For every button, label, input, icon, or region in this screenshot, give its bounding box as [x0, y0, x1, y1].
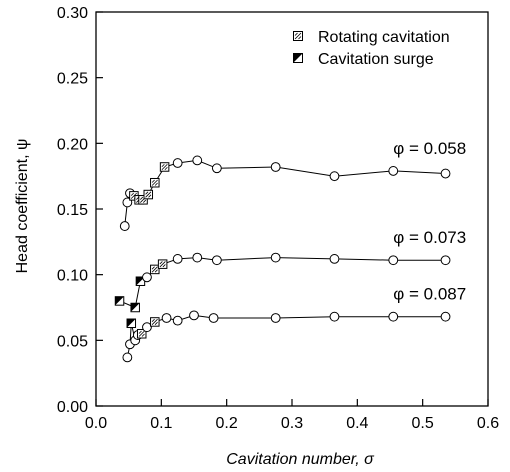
- data-point-circle: [119, 221, 130, 231]
- data-point-rotating-cavitation: [138, 195, 148, 205]
- data-point-circle: [142, 272, 152, 283]
- x-tick-label: 0.3: [281, 415, 303, 432]
- marker-fill: [127, 319, 136, 328]
- data-point-rotating-cavitation: [150, 317, 160, 327]
- series-annotation: φ = 0.058: [393, 139, 466, 158]
- series-1: [114, 252, 451, 313]
- data-point-circle: [192, 155, 203, 166]
- data-point-rotating-cavitation: [150, 264, 160, 275]
- legend-label: Cavitation surge: [318, 51, 434, 68]
- data-point-cavitation-surge: [126, 318, 137, 329]
- data-point-circle: [440, 311, 451, 322]
- data-point-circle: [172, 254, 183, 264]
- data-point-circle: [440, 255, 451, 266]
- data-point-cavitation-surge: [130, 302, 140, 313]
- marker-fill: [293, 53, 303, 63]
- data-point-rotating-cavitation: [157, 259, 168, 269]
- data-point-circle: [122, 352, 133, 363]
- legend: Rotating cavitation Cavitation surge: [293, 29, 450, 68]
- marker-hatch: [145, 191, 152, 198]
- data-point-circle: [329, 171, 340, 182]
- data-point-circle: [329, 311, 340, 322]
- marker-hatch: [294, 32, 302, 40]
- series-annotation: φ = 0.087: [393, 285, 466, 304]
- data-point-circle: [142, 322, 152, 333]
- data-point-cavitation-surge: [114, 296, 125, 306]
- data-point-circle: [329, 254, 340, 264]
- marker-hatch: [151, 266, 158, 273]
- data-point-rotating-cavitation: [293, 31, 303, 41]
- y-tick-label: 0.25: [57, 71, 88, 88]
- x-axis-label: Cavitation number, σ: [226, 451, 375, 468]
- annotation-layer: φ = 0.058 φ = 0.073 φ = 0.087: [393, 139, 466, 304]
- marker-hatch: [161, 163, 168, 171]
- data-point-circle: [270, 162, 281, 172]
- data-point-circle: [192, 252, 203, 263]
- legend-label: Rotating cavitation: [318, 29, 450, 46]
- data-point-circle: [388, 166, 399, 176]
- y-tick-label: 0.15: [57, 202, 88, 219]
- y-axis-label: Head coefficient, ψ: [14, 139, 31, 274]
- data-point-circle: [189, 310, 199, 321]
- data-point-circle: [172, 158, 183, 168]
- y-tick-label: 0.30: [57, 5, 88, 22]
- data-point-circle: [172, 315, 183, 326]
- data-point-rotating-cavitation: [143, 189, 154, 200]
- series-0: [119, 155, 451, 231]
- marker-hatch: [151, 179, 158, 186]
- series-2: [122, 310, 451, 363]
- x-tick-label: 0.6: [477, 415, 499, 432]
- series-annotation: φ = 0.073: [393, 228, 466, 247]
- marker-hatch: [151, 318, 158, 325]
- x-tick-label: 0.5: [412, 415, 434, 432]
- data-point-circle: [211, 255, 222, 266]
- axes: 0.0 0.1 0.2 0.3 0.4 0.5 0.6 0.00 0.05 0.10 0.15 0.2…: [57, 5, 499, 432]
- data-point-rotating-cavitation: [136, 329, 147, 339]
- marker-fill: [115, 296, 124, 306]
- data-point-circle: [211, 163, 222, 174]
- x-tick-label: 0.4: [346, 415, 368, 432]
- data-point-circle: [440, 168, 451, 179]
- data-point-circle: [388, 311, 399, 322]
- marker-hatch: [159, 261, 166, 268]
- series-line: [126, 314, 446, 358]
- plot-frame: [95, 11, 489, 407]
- x-tick-label: 0.2: [216, 415, 238, 432]
- data-point-circle: [208, 313, 219, 323]
- y-tick-label: 0.20: [57, 136, 88, 153]
- data-point-circle: [270, 313, 281, 323]
- data-point-circle: [270, 252, 281, 263]
- x-tick-label: 0.0: [85, 415, 107, 432]
- data-point-cavitation-surge: [293, 53, 303, 63]
- marker-hatch: [138, 330, 145, 337]
- y-tick-label: 0.00: [57, 399, 88, 416]
- y-tick-label: 0.05: [57, 333, 88, 350]
- data-point-rotating-cavitation: [150, 177, 160, 188]
- x-tick-label: 0.1: [150, 415, 172, 432]
- series-layer: [114, 155, 451, 363]
- marker-fill: [130, 303, 140, 312]
- y-tick-label: 0.10: [57, 268, 88, 285]
- data-point-circle: [388, 255, 399, 266]
- data-point-rotating-cavitation: [159, 162, 170, 172]
- data-point-circle: [161, 313, 172, 323]
